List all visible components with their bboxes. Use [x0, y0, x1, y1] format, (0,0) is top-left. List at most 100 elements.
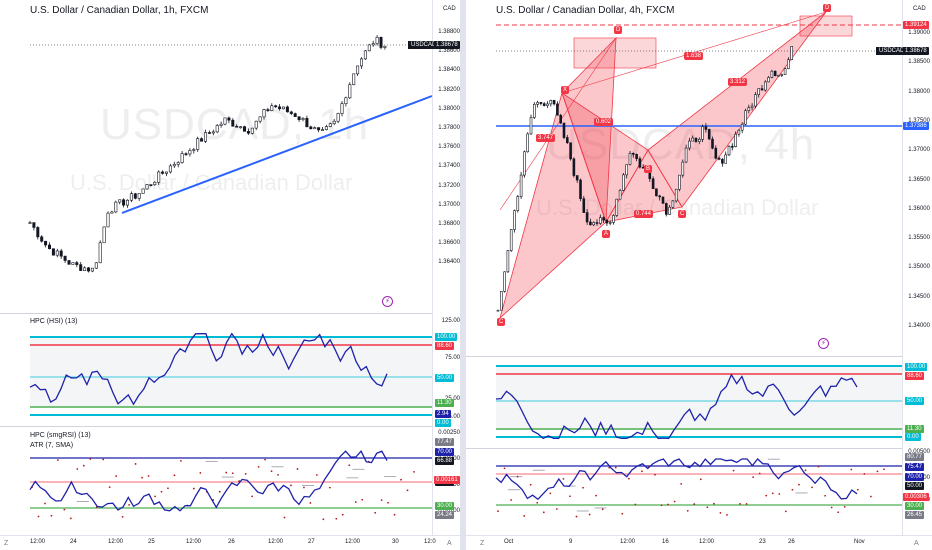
candle-body	[622, 174, 625, 191]
corner-auto[interactable]: A	[447, 540, 452, 547]
candle-body	[328, 123, 332, 127]
candle-body	[239, 126, 243, 128]
right-chart-pane[interactable]: U.S. Dollar / Canadian Dollar, 4h, FXCM …	[466, 0, 932, 550]
target-level-label: 1.39124	[903, 21, 929, 29]
atr-dot	[497, 510, 499, 513]
prz-box	[799, 15, 853, 37]
candle-body	[36, 227, 40, 238]
level-label: 80.77	[905, 453, 925, 461]
price-tick: 1.39000	[908, 30, 930, 36]
candle-body	[612, 215, 615, 223]
candle-body	[332, 120, 336, 124]
atr-value-label: 0.00306	[903, 493, 929, 501]
level-label: 30.00	[435, 502, 455, 510]
atr-dot	[374, 511, 377, 514]
candle-body	[32, 222, 36, 228]
candle-body	[149, 184, 153, 186]
time-label: 12:00	[30, 539, 46, 545]
fib-ratio-label: 3.747	[536, 134, 556, 142]
hsi-indicator[interactable]	[0, 315, 432, 430]
candle-body	[297, 116, 301, 120]
flash-icon[interactable]: ⚡	[382, 296, 393, 307]
candle-body	[559, 114, 562, 124]
time-axis[interactable]: Oct 9 12:00 16 12:00 23 26 Nov	[466, 535, 932, 550]
time-label: 16	[662, 539, 669, 545]
candle-body	[740, 123, 744, 131]
time-axis[interactable]: 12:00 24 12:00 25 12:00 26 12:00 27 12:00 30 12:0	[0, 535, 460, 550]
chart-title: U.S. Dollar / Canadian Dollar, 1h, FXCM	[30, 5, 209, 16]
price-tick: 1.36600	[438, 240, 460, 247]
candle-body	[141, 188, 145, 194]
candle-body	[122, 199, 126, 206]
level-label: 11.30	[435, 399, 454, 407]
pane-separator[interactable]	[0, 313, 432, 314]
indicator-line	[29, 332, 388, 406]
pane-separator[interactable]	[466, 448, 902, 449]
fib-ratio-label: 0.744	[634, 210, 654, 218]
candle-body	[176, 162, 180, 165]
candle-body	[516, 196, 520, 211]
candle-body	[711, 138, 714, 149]
atr-dot	[863, 473, 866, 475]
hsi-indicator[interactable]	[466, 358, 902, 448]
atr-dot	[660, 504, 663, 507]
atr-dot	[56, 459, 59, 461]
pane-separator[interactable]	[0, 426, 432, 427]
atr-dot	[817, 465, 820, 468]
atr-dot	[706, 506, 709, 509]
band-fill	[496, 366, 902, 429]
corner-zoom[interactable]: Z	[4, 540, 9, 547]
atr-dot	[393, 513, 396, 516]
atr-dot	[595, 494, 598, 497]
atr-dot	[732, 469, 735, 472]
rsi-atr-indicator[interactable]	[466, 450, 902, 535]
atr-dot	[634, 503, 637, 506]
atr-dot	[549, 492, 552, 495]
time-label: 23	[759, 539, 766, 545]
atr-dot	[341, 513, 344, 516]
time-label: 27	[308, 539, 315, 545]
atr-dot	[322, 518, 325, 521]
candle-body	[215, 125, 219, 133]
candle-body	[192, 149, 196, 151]
atr-dot	[850, 468, 853, 471]
atr-dot	[406, 489, 409, 492]
rsi-atr-indicator[interactable]	[0, 428, 432, 533]
atr-dot	[555, 508, 558, 510]
candle-body	[552, 100, 556, 105]
flash-icon[interactable]: ⚡	[818, 338, 829, 349]
candle-body	[777, 75, 780, 77]
price-scale[interactable]: CAD 1.38800 1.38600 1.38400 1.38200 1.38000 1…	[432, 0, 462, 535]
price-scale[interactable]: CAD 1.39000 1.38500 1.38000 1.37500 1.37000 1…	[902, 0, 932, 535]
candle-body	[628, 153, 632, 165]
candle-body	[63, 255, 67, 261]
atr-dot	[529, 483, 532, 486]
pane-divider[interactable]	[460, 0, 466, 550]
atr-dot	[121, 516, 124, 518]
candle-body	[28, 222, 32, 224]
left-chart-pane[interactable]: U.S. Dollar / Canadian Dollar, 1h, FXCM …	[0, 0, 462, 550]
price-tick: 1.36000	[908, 205, 930, 212]
atr-dot	[569, 495, 571, 498]
atr-dot	[251, 495, 254, 498]
candle-body	[770, 70, 774, 78]
pane-separator[interactable]	[466, 356, 902, 357]
time-label: 12:00	[268, 539, 284, 545]
candle-body	[379, 37, 383, 48]
candle-body	[523, 151, 526, 176]
price-chart-main[interactable]	[0, 0, 433, 310]
candle-body	[698, 139, 701, 142]
atr-dot	[277, 473, 279, 476]
candle-body	[71, 262, 75, 265]
level-label: 77.47	[435, 438, 455, 446]
time-label: 12:00	[699, 539, 715, 545]
candle-body	[204, 132, 208, 142]
corner-auto[interactable]: A	[914, 540, 919, 547]
pattern-line	[499, 37, 617, 211]
candle-body	[585, 212, 589, 223]
ticker-tag: USDCAD	[408, 41, 440, 49]
price-chart-main[interactable]	[466, 0, 902, 355]
corner-zoom[interactable]: Z	[480, 540, 485, 547]
price-tick: 1.38500	[908, 59, 930, 66]
candle-body	[750, 105, 754, 108]
